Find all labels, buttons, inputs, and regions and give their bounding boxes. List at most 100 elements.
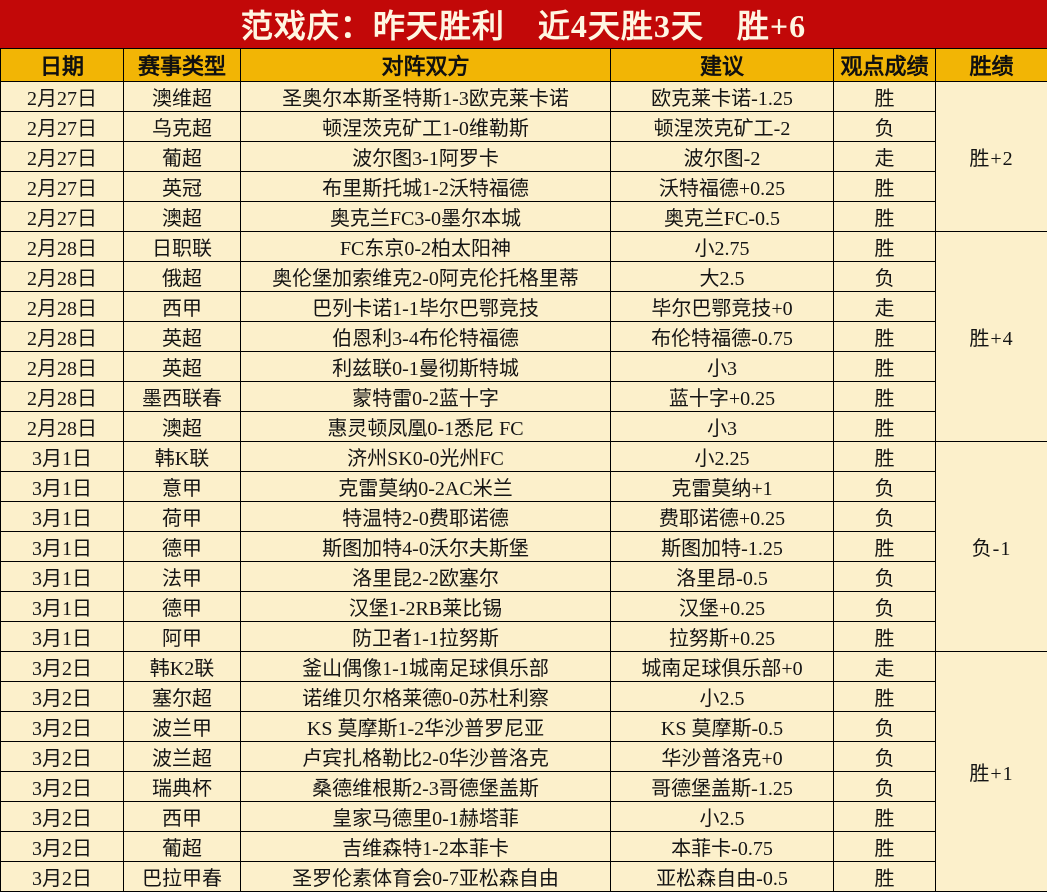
tip-cell: 费耶诺德+0.25 xyxy=(610,501,834,532)
table-row: 2月28日 俄超 奥伦堡加索维克2-0阿克伦托格里蒂 大2.5 负 xyxy=(0,261,1047,292)
date-cell: 2月28日 xyxy=(0,381,124,412)
tip-cell: 小2.5 xyxy=(610,681,834,712)
tip-cell: 小3 xyxy=(610,411,834,442)
header-row: 日期 赛事类型 对阵双方 建议 观点成绩 胜绩 xyxy=(0,48,1047,82)
col-header-record: 胜绩 xyxy=(935,48,1047,82)
date-cell: 3月2日 xyxy=(0,801,124,832)
tip-cell: 克雷莫纳+1 xyxy=(610,471,834,502)
tip-cell: KS 莫摩斯-0.5 xyxy=(610,711,834,742)
table-row: 3月1日 荷甲 特温特2-0费耶诺德 费耶诺德+0.25 负 xyxy=(0,501,1047,532)
table-row: 3月2日 塞尔超 诺维贝尔格莱德0-0苏杜利察 小2.5 胜 xyxy=(0,681,1047,712)
match-cell: 桑德维根斯2-3哥德堡盖斯 xyxy=(240,771,611,802)
results-table: 日期 赛事类型 对阵双方 建议 观点成绩 胜绩 2月27日 澳维超 圣奥尔本斯圣特斯… xyxy=(0,48,1047,892)
table-row: 2月28日 墨西联春 蒙特雷0-2蓝十字 蓝十字+0.25 胜 xyxy=(0,381,1047,412)
league-cell: 墨西联春 xyxy=(123,381,241,412)
table-row: 3月1日 德甲 斯图加特4-0沃尔夫斯堡 斯图加特-1.25 胜 xyxy=(0,531,1047,562)
league-cell: 西甲 xyxy=(123,291,241,322)
match-cell: 波尔图3-1阿罗卡 xyxy=(240,141,611,172)
date-cell: 2月27日 xyxy=(0,81,124,112)
date-cell: 3月2日 xyxy=(0,711,124,742)
result-cell: 负 xyxy=(833,771,936,802)
result-cell: 负 xyxy=(833,591,936,622)
tip-cell: 大2.5 xyxy=(610,261,834,292)
match-cell: 惠灵顿凤凰0-1悉尼 FC xyxy=(240,411,611,442)
date-cell: 3月1日 xyxy=(0,531,124,562)
match-cell: 防卫者1-1拉努斯 xyxy=(240,621,611,652)
league-cell: 英超 xyxy=(123,321,241,352)
table-row: 2月27日 乌克超 顿涅茨克矿工1-0维勒斯 顿涅茨克矿工-2 负 xyxy=(0,111,1047,142)
table-row: 3月1日 意甲 克雷莫纳0-2AC米兰 克雷莫纳+1 负 xyxy=(0,471,1047,502)
tip-cell: 本菲卡-0.75 xyxy=(610,831,834,862)
date-cell: 2月27日 xyxy=(0,201,124,232)
tip-cell: 波尔图-2 xyxy=(610,141,834,172)
date-cell: 3月2日 xyxy=(0,651,124,682)
date-cell: 3月1日 xyxy=(0,441,124,472)
result-cell: 负 xyxy=(833,261,936,292)
col-header-tip: 建议 xyxy=(610,48,834,82)
date-cell: 2月27日 xyxy=(0,171,124,202)
league-cell: 巴拉甲春 xyxy=(123,861,241,892)
match-cell: 诺维贝尔格莱德0-0苏杜利察 xyxy=(240,681,611,712)
match-cell: 汉堡1-2RB莱比锡 xyxy=(240,591,611,622)
result-cell: 负 xyxy=(833,741,936,772)
result-cell: 负 xyxy=(833,471,936,502)
date-cell: 2月28日 xyxy=(0,351,124,382)
date-cell: 2月28日 xyxy=(0,321,124,352)
table-row: 2月27日 葡超 波尔图3-1阿罗卡 波尔图-2 走 xyxy=(0,141,1047,172)
result-cell: 走 xyxy=(833,291,936,322)
match-cell: KS 莫摩斯1-2华沙普罗尼亚 xyxy=(240,711,611,742)
match-cell: 洛里昆2-2欧塞尔 xyxy=(240,561,611,592)
match-cell: 巴列卡诺1-1毕尔巴鄂竞技 xyxy=(240,291,611,322)
tip-cell: 顿涅茨克矿工-2 xyxy=(610,111,834,142)
match-cell: 斯图加特4-0沃尔夫斯堡 xyxy=(240,531,611,562)
result-cell: 胜 xyxy=(833,171,936,202)
result-cell: 胜 xyxy=(833,681,936,712)
table-row: 3月2日 瑞典杯 桑德维根斯2-3哥德堡盖斯 哥德堡盖斯-1.25 负 xyxy=(0,771,1047,802)
tip-cell: 斯图加特-1.25 xyxy=(610,531,834,562)
table-row: 3月2日 波兰超 卢宾扎格勒比2-0华沙普洛克 华沙普洛克+0 负 xyxy=(0,741,1047,772)
tip-cell: 小2.25 xyxy=(610,441,834,472)
tip-cell: 小2.5 xyxy=(610,801,834,832)
result-cell: 胜 xyxy=(833,201,936,232)
match-cell: 圣罗伦素体育会0-7亚松森自由 xyxy=(240,861,611,892)
table-row: 3月2日 波兰甲 KS 莫摩斯1-2华沙普罗尼亚 KS 莫摩斯-0.5 负 xyxy=(0,711,1047,742)
date-cell: 2月27日 xyxy=(0,111,124,142)
table-row: 3月2日 葡超 吉维森特1-2本菲卡 本菲卡-0.75 胜 xyxy=(0,831,1047,862)
result-cell: 负 xyxy=(833,561,936,592)
table-row: 3月1日 法甲 洛里昆2-2欧塞尔 洛里昂-0.5 负 xyxy=(0,561,1047,592)
league-cell: 葡超 xyxy=(123,831,241,862)
match-cell: 奥伦堡加索维克2-0阿克伦托格里蒂 xyxy=(240,261,611,292)
table-row: 2月27日 澳维超 圣奥尔本斯圣特斯1-3欧克莱卡诺 欧克莱卡诺-1.25 胜胜+2 xyxy=(0,81,1047,232)
match-cell: 济州SK0-0光州FC xyxy=(240,441,611,472)
date-cell: 2月28日 xyxy=(0,231,124,262)
date-cell: 3月2日 xyxy=(0,861,124,892)
league-cell: 澳超 xyxy=(123,411,241,442)
col-header-result: 观点成绩 xyxy=(833,48,936,82)
league-cell: 荷甲 xyxy=(123,501,241,532)
tip-cell: 洛里昂-0.5 xyxy=(610,561,834,592)
date-cell: 2月27日 xyxy=(0,141,124,172)
table-row: 2月28日 西甲 巴列卡诺1-1毕尔巴鄂竞技 毕尔巴鄂竞技+0 走 xyxy=(0,291,1047,322)
group-summary-cell: 胜+4 xyxy=(935,231,1047,442)
league-cell: 葡超 xyxy=(123,141,241,172)
league-cell: 俄超 xyxy=(123,261,241,292)
match-cell: 卢宾扎格勒比2-0华沙普洛克 xyxy=(240,741,611,772)
result-cell: 胜 xyxy=(833,861,936,892)
tip-cell: 毕尔巴鄂竞技+0 xyxy=(610,291,834,322)
league-cell: 德甲 xyxy=(123,591,241,622)
match-cell: 釜山偶像1-1城南足球俱乐部 xyxy=(240,651,611,682)
date-cell: 2月28日 xyxy=(0,261,124,292)
table-row: 3月1日 韩K联 济州SK0-0光州FC 小2.25 胜负-1 xyxy=(0,441,1047,652)
league-cell: 波兰超 xyxy=(123,741,241,772)
table-row: 2月28日 英超 利兹联0-1曼彻斯特城 小3 胜 xyxy=(0,351,1047,382)
date-cell: 3月1日 xyxy=(0,591,124,622)
col-header-league: 赛事类型 xyxy=(123,48,241,82)
match-cell: FC东京0-2柏太阳神 xyxy=(240,231,611,262)
date-cell: 3月1日 xyxy=(0,621,124,652)
league-cell: 澳超 xyxy=(123,201,241,232)
match-cell: 皇家马德里0-1赫塔菲 xyxy=(240,801,611,832)
match-cell: 顿涅茨克矿工1-0维勒斯 xyxy=(240,111,611,142)
table-row: 3月2日 西甲 皇家马德里0-1赫塔菲 小2.5 胜 xyxy=(0,801,1047,832)
group-summary-cell: 胜+1 xyxy=(935,651,1047,892)
